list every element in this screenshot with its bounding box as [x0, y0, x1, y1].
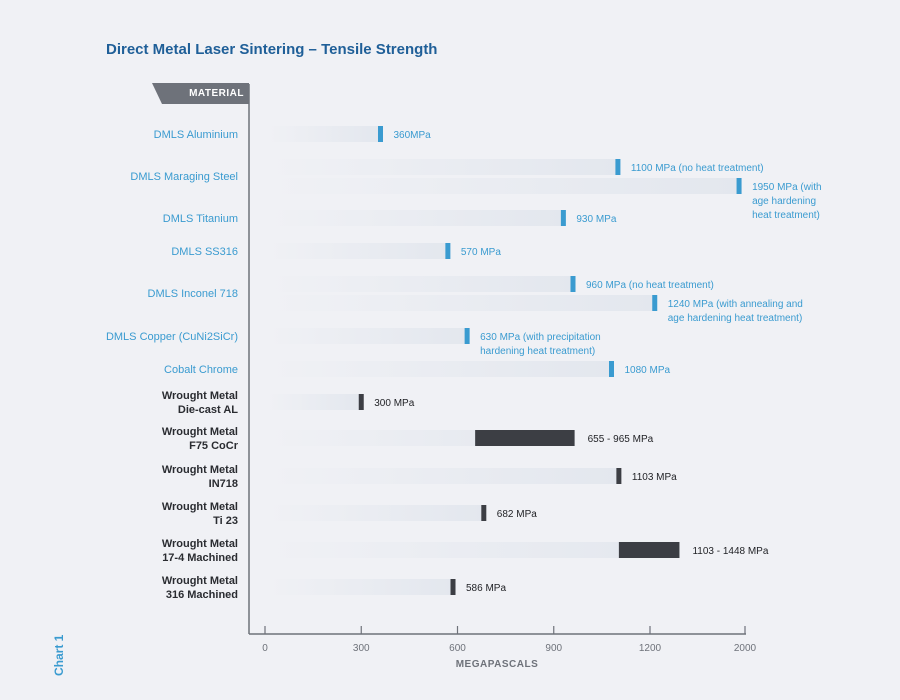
- bar-track: [268, 276, 573, 292]
- bar-track: [268, 178, 740, 194]
- bar-track: [268, 542, 680, 558]
- category-label: Cobalt Chrome: [164, 364, 238, 376]
- x-tick-label: 1200: [639, 643, 662, 654]
- category-label: DMLS Copper (CuNi2SiCr): [106, 331, 238, 343]
- x-tick-label: 0: [262, 643, 268, 654]
- bar-value-marker: [560, 210, 566, 226]
- data-label: 1100 MPa (no heat treatment): [631, 163, 764, 174]
- category-label: DMLS Aluminium: [154, 129, 238, 141]
- category-label: DMLS Titanium: [163, 213, 238, 225]
- bar-track: [268, 243, 448, 259]
- bar-track: [268, 361, 612, 377]
- material-header: MATERIAL: [152, 83, 249, 104]
- bar-track: [268, 210, 564, 226]
- bar-value-marker: [570, 276, 576, 292]
- category-label: Wrought Metal IN718: [162, 464, 238, 490]
- bar-value-marker: [615, 159, 621, 175]
- bar-track: [268, 126, 381, 142]
- bar-track: [268, 328, 468, 344]
- category-label: DMLS SS316: [171, 246, 238, 258]
- header-tab-shape: [152, 83, 249, 104]
- bar-value-marker: [609, 361, 614, 377]
- category-label: Wrought Metal 316 Machined: [162, 575, 238, 601]
- material-header-label: MATERIAL: [189, 88, 244, 99]
- x-tick-label: 900: [545, 643, 562, 654]
- bar-range: [618, 542, 680, 558]
- category-label: Wrought Metal Die-cast AL: [162, 390, 238, 416]
- data-label: 1080 MPa: [625, 365, 671, 376]
- x-axis-label: MEGAPASCALS: [456, 659, 539, 670]
- data-label: 960 MPa (no heat treatment): [586, 280, 714, 291]
- bar-value-marker: [450, 579, 456, 595]
- bar-value-marker: [652, 295, 658, 311]
- category-label: Wrought Metal F75 CoCr: [162, 426, 239, 452]
- bar-value-marker: [445, 243, 451, 259]
- bar-track: [268, 159, 618, 175]
- bar-track: [268, 505, 484, 521]
- data-label: 570 MPa: [461, 247, 501, 258]
- bar-value-marker: [464, 328, 470, 344]
- bar-track: [268, 394, 362, 410]
- data-label: 1950 MPa (with age hardening heat treatmen…: [752, 182, 821, 221]
- x-tick-label: 600: [449, 643, 466, 654]
- data-label: 682 MPa: [497, 509, 537, 520]
- x-tick-label: 300: [353, 643, 370, 654]
- data-label: 930 MPa: [576, 214, 616, 225]
- category-label: Wrought Metal Ti 23: [162, 501, 238, 527]
- data-label: 630 MPa (with precipitation hardening hea…: [480, 332, 601, 357]
- bar-value-marker: [481, 505, 487, 521]
- bar-value-marker: [736, 178, 742, 194]
- x-tick-label: 2000: [734, 643, 757, 654]
- data-label: 1103 MPa: [632, 472, 677, 483]
- chart-number-label: Chart 1: [52, 634, 66, 676]
- bar-track: [268, 295, 655, 311]
- bar-value-marker: [378, 126, 383, 142]
- chart-title: Direct Metal Laser Sintering – Tensile S…: [106, 41, 438, 58]
- bar-value-marker: [358, 394, 364, 410]
- bar-value-marker: [616, 468, 622, 484]
- data-label: 360MPa: [394, 130, 432, 141]
- bar-range: [475, 430, 575, 446]
- category-label: DMLS Maraging Steel: [130, 171, 238, 183]
- data-label: 1240 MPa (with annealing and age hardenin…: [668, 299, 803, 324]
- data-label: 300 MPa: [374, 398, 414, 409]
- bar-track: [268, 468, 619, 484]
- data-label: 655 - 965 MPa: [588, 434, 654, 445]
- data-label: 586 MPa: [466, 583, 506, 594]
- category-label: Wrought Metal 17-4 Machined: [162, 538, 238, 564]
- data-label: 1103 - 1448 MPa: [692, 546, 768, 557]
- category-label: DMLS Inconel 718: [148, 288, 239, 300]
- bar-track: [268, 579, 454, 595]
